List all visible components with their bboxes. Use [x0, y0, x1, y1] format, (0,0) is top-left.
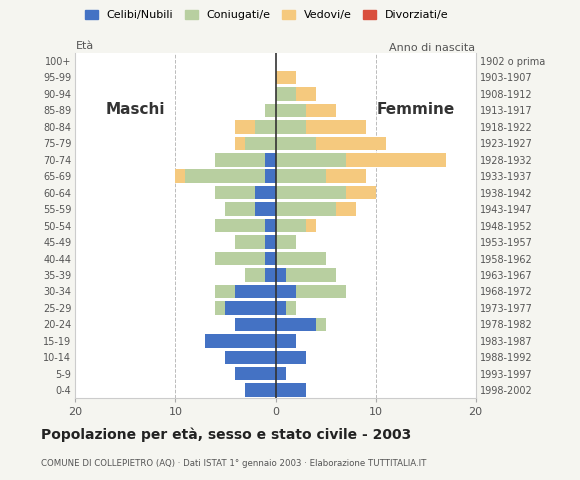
- Bar: [276, 301, 285, 314]
- Bar: [235, 120, 255, 133]
- Bar: [276, 384, 306, 397]
- Bar: [276, 318, 316, 331]
- Bar: [276, 153, 346, 167]
- Bar: [216, 301, 226, 314]
- Bar: [276, 169, 325, 183]
- Bar: [266, 268, 275, 282]
- Text: Popolazione per età, sesso e stato civile - 2003: Popolazione per età, sesso e stato civil…: [41, 428, 411, 442]
- Bar: [285, 301, 295, 314]
- Bar: [346, 153, 445, 167]
- Bar: [216, 252, 266, 265]
- Bar: [276, 367, 285, 381]
- Bar: [276, 235, 295, 249]
- Text: Maschi: Maschi: [106, 102, 165, 117]
- Bar: [235, 367, 276, 381]
- Legend: Celibi/Nubili, Coniugati/e, Vedovi/e, Divorziati/e: Celibi/Nubili, Coniugati/e, Vedovi/e, Di…: [80, 6, 454, 25]
- Bar: [266, 219, 275, 232]
- Bar: [295, 285, 346, 298]
- Bar: [285, 268, 335, 282]
- Bar: [216, 186, 255, 199]
- Bar: [276, 219, 306, 232]
- Bar: [266, 169, 275, 183]
- Bar: [235, 235, 266, 249]
- Bar: [245, 384, 276, 397]
- Bar: [306, 219, 316, 232]
- Bar: [325, 169, 365, 183]
- Bar: [235, 137, 245, 150]
- Bar: [276, 350, 306, 364]
- Bar: [276, 186, 346, 199]
- Bar: [266, 153, 275, 167]
- Bar: [316, 137, 386, 150]
- Bar: [235, 285, 276, 298]
- Bar: [276, 334, 295, 348]
- Bar: [235, 318, 276, 331]
- Text: Anno di nascita: Anno di nascita: [390, 43, 476, 53]
- Bar: [276, 104, 306, 117]
- Bar: [216, 285, 235, 298]
- Bar: [266, 235, 275, 249]
- Bar: [255, 186, 276, 199]
- Bar: [316, 318, 325, 331]
- Bar: [276, 71, 295, 84]
- Bar: [276, 203, 335, 216]
- Bar: [176, 169, 186, 183]
- Text: Età: Età: [75, 41, 93, 51]
- Bar: [216, 153, 266, 167]
- Bar: [306, 104, 335, 117]
- Bar: [205, 334, 276, 348]
- Bar: [245, 137, 276, 150]
- Bar: [276, 137, 316, 150]
- Bar: [335, 203, 356, 216]
- Text: COMUNE DI COLLEPIETRO (AQ) · Dati ISTAT 1° gennaio 2003 · Elaborazione TUTTITALI: COMUNE DI COLLEPIETRO (AQ) · Dati ISTAT …: [41, 458, 426, 468]
- Bar: [266, 252, 275, 265]
- Bar: [266, 104, 275, 117]
- Bar: [295, 87, 316, 101]
- Bar: [276, 268, 285, 282]
- Bar: [255, 120, 276, 133]
- Bar: [276, 87, 295, 101]
- Bar: [226, 203, 255, 216]
- Bar: [276, 120, 306, 133]
- Bar: [226, 301, 276, 314]
- Bar: [276, 252, 325, 265]
- Bar: [306, 120, 365, 133]
- Bar: [186, 169, 266, 183]
- Bar: [216, 219, 266, 232]
- Bar: [346, 186, 376, 199]
- Bar: [276, 285, 295, 298]
- Bar: [255, 203, 276, 216]
- Text: Femmine: Femmine: [376, 102, 455, 117]
- Bar: [226, 350, 276, 364]
- Bar: [245, 268, 266, 282]
